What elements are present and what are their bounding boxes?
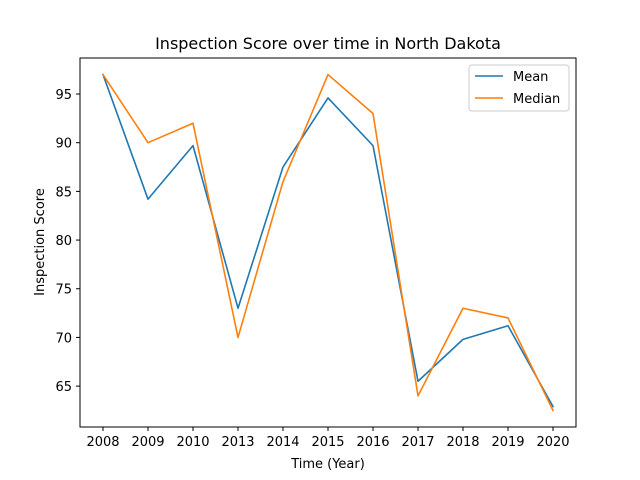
- chart-title: Inspection Score over time in North Dako…: [155, 34, 501, 53]
- legend-label-median: Median: [513, 92, 560, 107]
- x-tick-label: 2017: [401, 435, 434, 450]
- x-tick-label: 2009: [131, 435, 164, 450]
- x-tick-label: 2019: [491, 435, 524, 450]
- x-tick-label: 2018: [446, 435, 479, 450]
- legend-label-mean: Mean: [513, 70, 548, 85]
- series-line-median: [101, 73, 555, 412]
- y-tick-label: 90: [55, 137, 72, 152]
- y-axis-label: Inspection Score: [33, 188, 48, 296]
- y-tick-label: 95: [55, 88, 72, 103]
- plot-area: [101, 73, 555, 412]
- y-axis: 65 70 75 80 85 90 95: [55, 88, 80, 395]
- x-tick-label: 2014: [266, 435, 299, 450]
- plot-frame: [79, 57, 577, 428]
- x-tick-label: 2010: [176, 435, 209, 450]
- x-tick-label: 2015: [311, 435, 344, 450]
- x-axis: 2008 2009 2010 2013 2014 2015 2016 2017 2018 2019…: [86, 427, 570, 450]
- x-axis-label: Time (Year): [290, 457, 365, 472]
- y-tick-label: 75: [55, 283, 72, 298]
- series-line-mean: [101, 73, 555, 408]
- x-tick-label: 2008: [86, 435, 119, 450]
- y-tick-label: 70: [55, 331, 72, 346]
- x-tick-label: 2013: [221, 435, 254, 450]
- legend: Mean Median: [468, 64, 570, 112]
- y-tick-label: 65: [55, 380, 72, 395]
- y-tick-label: 80: [55, 234, 72, 249]
- x-tick-label: 2020: [536, 435, 569, 450]
- y-tick-label: 85: [55, 185, 72, 200]
- x-tick-label: 2016: [356, 435, 389, 450]
